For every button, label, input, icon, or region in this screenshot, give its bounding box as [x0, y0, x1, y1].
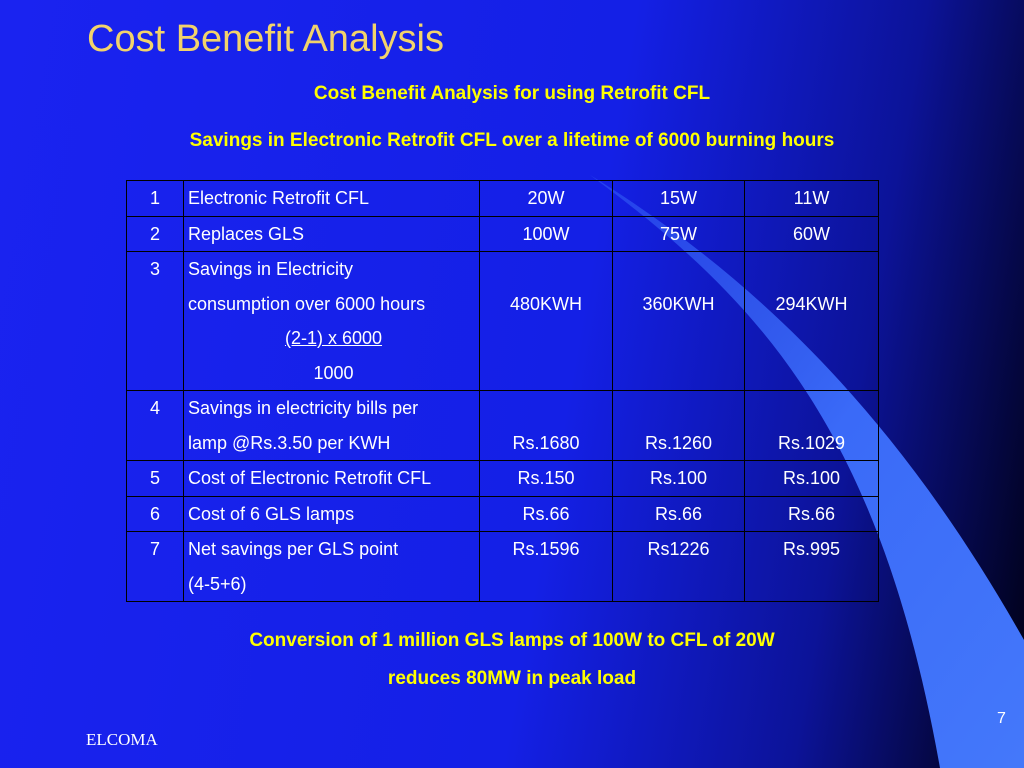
description-line: Net savings per GLS point — [188, 539, 399, 559]
value-cell: 11W — [744, 180, 879, 217]
row-number: 6 — [126, 495, 184, 532]
footer-brand: ELCOMA — [86, 730, 158, 749]
value-cell: Rs.1596 — [479, 531, 613, 602]
value-cell: Rs.1260 — [612, 390, 745, 461]
value-cell: 75W — [612, 215, 745, 252]
table-row: 3 Savings in Electricity consumption ove… — [126, 251, 879, 391]
value-cell: 100W — [479, 215, 613, 252]
value-cell: 15W — [612, 180, 745, 217]
row-description: Net savings per GLS point (4-5+6) — [183, 531, 480, 602]
table-row: 5 Cost of Electronic Retrofit CFL Rs.150… — [126, 460, 879, 497]
description-line: Savings in Electricity — [188, 259, 354, 279]
row-number: 5 — [126, 460, 184, 497]
table-subheading: Savings in Electronic Retrofit CFL over … — [189, 130, 835, 151]
table-row: 4 Savings in electricity bills per lamp … — [126, 390, 879, 461]
row-description: Cost of Electronic Retrofit CFL — [183, 460, 480, 497]
table-row: 6 Cost of 6 GLS lamps Rs.66 Rs.66 Rs.66 — [126, 495, 879, 532]
value-cell: 360KWH — [612, 251, 745, 391]
row-description: Electronic Retrofit CFL — [183, 180, 480, 217]
value-text: Rs.1260 — [644, 432, 713, 453]
description-line: lamp @Rs.3.50 per KWH — [188, 432, 391, 453]
page-title: Cost Benefit Analysis — [87, 18, 444, 60]
description-line: Savings in electricity bills per — [188, 398, 419, 418]
description-line: consumption over 6000 hours — [188, 293, 426, 314]
value-cell: Rs.66 — [744, 495, 879, 532]
value-cell: Rs1226 — [612, 531, 745, 602]
formula-numerator: (2-1) x 6000 — [284, 328, 383, 348]
value-cell: Rs.66 — [612, 495, 745, 532]
row-number: 1 — [126, 180, 184, 217]
value-cell: 20W — [479, 180, 613, 217]
row-number: 7 — [126, 531, 184, 602]
cost-benefit-table: 1 Electronic Retrofit CFL 20W 15W 11W 2 … — [126, 180, 879, 602]
row-description: Replaces GLS — [183, 215, 480, 252]
formula-denominator: 1000 — [313, 362, 354, 383]
value-cell: 294KWH — [744, 251, 879, 391]
value-cell: 480KWH — [479, 251, 613, 391]
row-description: Cost of 6 GLS lamps — [183, 495, 480, 532]
value-text: 294KWH — [775, 293, 848, 314]
description-line: (4-5+6) — [188, 573, 247, 594]
table-row: 7 Net savings per GLS point (4-5+6) Rs.1… — [126, 531, 879, 602]
row-number: 2 — [126, 215, 184, 252]
value-text: Rs.1029 — [777, 432, 846, 453]
value-text: 480KWH — [509, 293, 583, 314]
row-number: 4 — [126, 390, 184, 461]
conclusion-line-1: Conversion of 1 million GLS lamps of 100… — [249, 630, 775, 651]
value-cell: Rs.1680 — [479, 390, 613, 461]
value-cell: Rs.100 — [744, 460, 879, 497]
value-cell: Rs.995 — [744, 531, 879, 602]
row-description: Savings in electricity bills per lamp @R… — [183, 390, 480, 461]
value-cell: Rs.100 — [612, 460, 745, 497]
conclusion-line-2: reduces 80MW in peak load — [387, 668, 637, 689]
row-number: 3 — [126, 251, 184, 391]
value-text: 360KWH — [642, 293, 715, 314]
value-cell: 60W — [744, 215, 879, 252]
value-cell: Rs.1029 — [744, 390, 879, 461]
row-description: Savings in Electricity consumption over … — [183, 251, 480, 391]
value-cell: Rs.66 — [479, 495, 613, 532]
value-cell: Rs.150 — [479, 460, 613, 497]
table-heading: Cost Benefit Analysis for using Retrofit… — [313, 83, 711, 104]
page-number: 7 — [997, 710, 1006, 727]
table-row: 2 Replaces GLS 100W 75W 60W — [126, 215, 879, 252]
value-text: Rs.1680 — [512, 432, 580, 453]
table-row: 1 Electronic Retrofit CFL 20W 15W 11W — [126, 180, 879, 217]
